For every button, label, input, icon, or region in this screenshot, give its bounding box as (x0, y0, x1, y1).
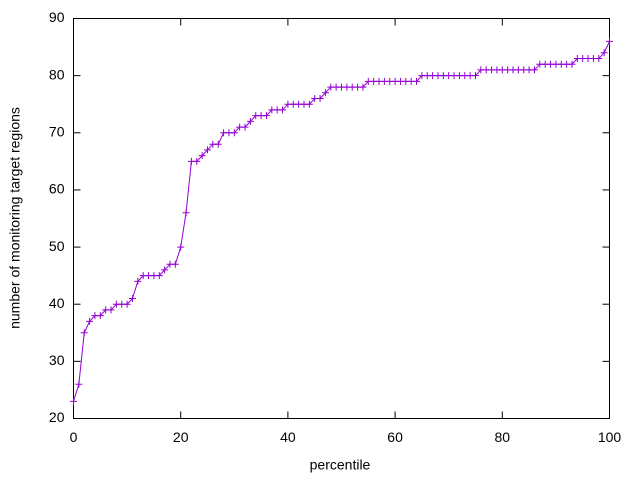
data-point (262, 112, 270, 120)
data-point (606, 37, 613, 45)
x-tick-label: 0 (70, 429, 78, 445)
y-tick-label: 70 (49, 123, 65, 139)
data-point (246, 117, 254, 125)
data-point (204, 146, 211, 154)
data-point (230, 129, 238, 137)
data-point (107, 306, 115, 314)
data-point (123, 300, 131, 308)
y-tick-label: 90 (49, 9, 65, 25)
y-axis-label: number of monitoring target regions (7, 107, 23, 329)
data-point (155, 272, 163, 280)
data-point (316, 95, 324, 102)
data-point (530, 66, 538, 74)
x-tick-label: 80 (495, 429, 511, 445)
x-tick-label: 20 (173, 429, 189, 445)
x-tick-label: 40 (280, 429, 296, 445)
data-point (182, 209, 190, 217)
plot-border (73, 18, 610, 419)
data-point (171, 260, 179, 268)
x-tick-label: 60 (387, 429, 403, 445)
data-point (177, 243, 185, 251)
x-axis-label: percentile (310, 457, 371, 473)
data-point (80, 329, 88, 337)
data-point (70, 397, 77, 405)
data-point (161, 266, 169, 274)
y-tick-label: 60 (49, 181, 65, 197)
data-point (75, 380, 83, 388)
data-point (305, 100, 313, 108)
data-point (241, 123, 249, 131)
y-tick-label: 40 (49, 295, 65, 311)
data-point (86, 317, 94, 325)
data-point (568, 60, 576, 68)
y-tick-label: 20 (49, 409, 65, 425)
data-line (73, 41, 610, 402)
data-point (279, 106, 287, 114)
y-tick-label: 30 (49, 352, 65, 368)
y-tick-label: 80 (49, 66, 65, 82)
data-point (595, 55, 603, 62)
data-point (128, 295, 136, 302)
data-point (359, 83, 367, 91)
data-point (413, 77, 421, 85)
data-point (214, 140, 222, 148)
data-point (193, 157, 201, 165)
data-point (600, 49, 608, 57)
x-tick-label: 100 (598, 429, 622, 445)
data-point (472, 72, 479, 80)
data-point (198, 152, 206, 160)
y-tick-label: 50 (49, 238, 65, 254)
data-point (134, 277, 142, 285)
data-point (96, 312, 104, 320)
data-point (321, 89, 329, 97)
